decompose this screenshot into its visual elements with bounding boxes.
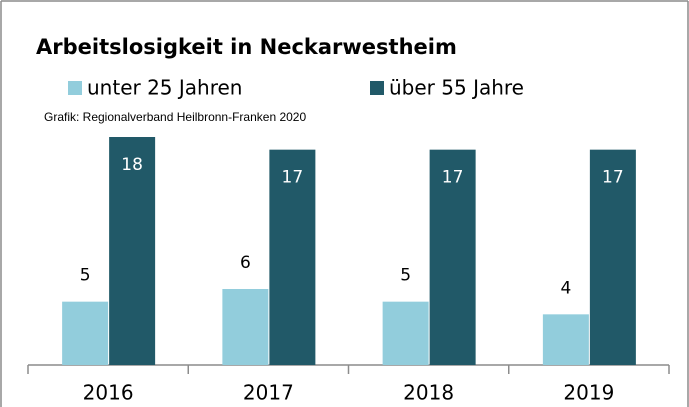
bar (589, 149, 636, 365)
x-tick-label: 2017 (243, 381, 294, 405)
legend-label: unter 25 Jahren (87, 76, 242, 100)
value-label: 4 (560, 278, 571, 298)
bar (222, 289, 269, 365)
value-label: 17 (602, 168, 624, 188)
bar (109, 137, 156, 365)
bar (62, 301, 109, 365)
value-label: 5 (80, 266, 91, 286)
bar (429, 149, 476, 365)
source: Grafik: Regionalverband Heilbronn-Franke… (44, 110, 306, 124)
value-label: 17 (282, 168, 304, 188)
legend-swatch (370, 81, 384, 95)
x-tick-label: 2018 (403, 381, 454, 405)
value-label: 6 (240, 253, 251, 273)
legend-swatch (68, 81, 82, 95)
x-tick-label: 2019 (563, 381, 614, 405)
value-label: 5 (400, 266, 411, 286)
bar (269, 149, 316, 365)
value-label: 18 (121, 155, 143, 175)
bar (542, 314, 589, 365)
legend-label: über 55 Jahre (389, 76, 524, 100)
bar (382, 301, 429, 365)
x-tick-label: 2016 (83, 381, 134, 405)
value-label: 17 (442, 168, 464, 188)
chart-title: Arbeitslosigkeit in Neckarwestheim (36, 35, 457, 59)
